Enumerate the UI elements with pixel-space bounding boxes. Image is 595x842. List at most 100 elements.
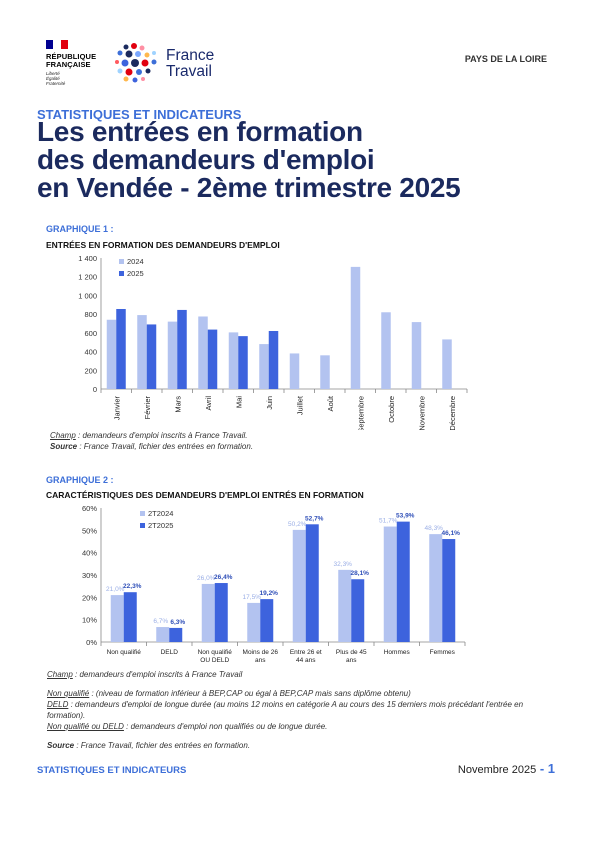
rf-motto-1: Liberté: [46, 71, 60, 76]
chart2-legend-label: 2T2025: [148, 521, 173, 530]
chart2-xtick-label: Hommes: [384, 649, 411, 656]
chart2-bar: [260, 599, 274, 642]
chart2-data-label: 50,2%: [288, 521, 307, 528]
chart2-data-label: 32,3%: [334, 561, 353, 568]
chart2-legend-swatch: [140, 523, 145, 528]
chart2-bar: [201, 583, 215, 642]
republique-francaise-logo: RÉPUBLIQUE FRANÇAISE Liberté Égalité Fra…: [46, 40, 106, 86]
chart2-xtick-label: Plus de 45 ans: [336, 649, 367, 664]
footer-section-label: STATISTIQUES ET INDICATEURS: [37, 765, 187, 776]
brand-line-1: France: [166, 47, 215, 64]
title-line-2: des demandeurs d'emploi: [37, 144, 375, 175]
chart2-bar: [156, 627, 170, 642]
chart2-data-label: 17,5%: [243, 594, 262, 601]
chart2-label: GRAPHIQUE 2 :: [46, 475, 114, 485]
brand-line-2: Travail: [166, 63, 212, 80]
chart1-ytick-label: 1 000: [78, 291, 97, 300]
chart2-title: CARACTÉRISTIQUES DES DEMANDEURS D'EMPLOI…: [46, 490, 364, 500]
chart1-legend-label: 2024: [127, 257, 144, 266]
chart2-champ-note: Champ : demandeurs d'emploi inscrits à F…: [47, 670, 243, 679]
chart2-ytick-label: 40%: [82, 549, 97, 558]
chart2-bar: [429, 534, 443, 642]
chart2-data-label: 48,3%: [425, 525, 444, 532]
chart1-bar: [238, 336, 248, 389]
chart1-xtick-label: Juillet: [295, 395, 304, 415]
footer-date: Novembre 2025: [457, 764, 537, 776]
chart1-bar: [146, 324, 157, 389]
rf-motto-2: Égalité: [46, 76, 60, 81]
chart2-data-label: 6,3%: [170, 619, 185, 626]
chart2-source-note: Source : France Travail, fichier des ent…: [47, 741, 251, 750]
chart2-data-label: 6,7%: [153, 618, 168, 625]
chart1-bar: [177, 309, 187, 389]
france-travail-dots-icon: [115, 43, 157, 83]
chart2-deld-note: DELD : demandeurs d'emploi de longue dur…: [47, 700, 524, 720]
chart1-bar: [228, 332, 239, 389]
chart2-bar: [292, 529, 306, 642]
chart2-legend-swatch: [140, 511, 145, 516]
chart1-bar: [198, 316, 208, 389]
chart1-bar: [167, 321, 178, 389]
chart2-caracteristiques: 0% 10% 20% 30% 40% 50% 60% 21,0%22,3% Non qualif…: [82, 504, 466, 664]
region-label: PAYS DE LA LOIRE: [464, 54, 547, 64]
chart2-data-label: 19,2%: [260, 590, 279, 597]
chart2-bar: [338, 569, 352, 642]
chart2-xtick-label: Non qualifié OU DELD: [198, 649, 233, 664]
chart1-xtick-label: Juin: [265, 396, 274, 410]
chart2-ytick-label: 60%: [82, 504, 97, 513]
title-line-3: en Vendée - 2ème trimestre 2025: [37, 172, 461, 203]
chart2-bar: [305, 524, 319, 642]
chart1-bar: [381, 312, 391, 389]
chart2-data-label: 28,1%: [351, 570, 370, 577]
chart1-ytick-label: 200: [84, 366, 97, 375]
chart2-data-label: 52,7%: [305, 515, 324, 522]
chart1-bar: [411, 322, 422, 389]
chart2-data-label: 53,9%: [396, 513, 415, 520]
chart1-ytick-label: 1 400: [78, 254, 97, 263]
chart2-data-label: 51,7%: [379, 518, 398, 525]
chart2-bar: [110, 595, 124, 642]
chart1-notes: Champ : demandeurs d'emploi inscrits à F…: [50, 430, 510, 452]
chart1-xtick-label: Novembre: [417, 396, 426, 430]
france-travail-wordmark: France Travail: [166, 48, 214, 80]
chart1-xtick-label: Avril: [204, 396, 213, 411]
chart1-bar: [289, 353, 300, 389]
chart1-ytick-label: 400: [84, 348, 97, 357]
chart1-entrees-formation: 0 200 400 600 800 1 000 1 200 1 400 Janvier Févri…: [78, 254, 468, 430]
chart1-xtick-label: Mai: [234, 396, 243, 408]
chart2-bar: [383, 526, 397, 642]
chart1-champ-note: Champ : demandeurs d'emploi inscrits à F…: [50, 431, 248, 440]
chart2-bar: [442, 539, 456, 642]
chart1-label: GRAPHIQUE 1 :: [46, 224, 114, 234]
footer-date-page: Novembre 2025 - 1: [458, 761, 555, 776]
chart2-data-label: 22,3%: [123, 583, 142, 590]
page-header: RÉPUBLIQUE FRANÇAISE Liberté Égalité Fra…: [0, 0, 595, 100]
chart2-xtick-label: DELD: [161, 649, 179, 656]
chart2-bar: [123, 592, 137, 642]
chart1-ytick-label: 800: [84, 310, 97, 319]
chart1-bar: [320, 355, 330, 389]
rf-line-1: RÉPUBLIQUE: [46, 52, 97, 61]
chart1-title: ENTRÉES EN FORMATION DES DEMANDEURS D'EM…: [46, 240, 280, 250]
chart1-xtick-label: Mars: [173, 396, 182, 413]
chart1-xtick-label: Janvier: [112, 396, 121, 421]
rf-line-2: FRANÇAISE: [46, 60, 91, 69]
chart2-bar: [214, 583, 228, 642]
chart2-legend-label: 2T2024: [148, 509, 173, 518]
chart2-bar: [351, 579, 365, 642]
chart2-bar: [169, 627, 183, 642]
chart1-xtick-label: Septembre: [356, 396, 365, 430]
chart1-bar: [137, 315, 147, 389]
section-kicker: STATISTIQUES ET INDICATEURS: [37, 107, 242, 122]
chart1-xtick-label: Août: [326, 395, 335, 411]
page-number: 1: [547, 761, 555, 776]
chart2-data-label: 26,4%: [214, 574, 233, 581]
chart2-bar: [396, 521, 410, 642]
chart2-notes: Champ : demandeurs d'emploi inscrits à F…: [47, 669, 547, 751]
chart1-bar: [116, 308, 126, 389]
chart1-ytick-label: 0: [93, 385, 97, 394]
page-title: Les entrées en formation des demandeurs …: [37, 118, 461, 203]
footer-sep: -: [536, 761, 548, 776]
chart1-legend-swatch: [119, 271, 124, 276]
chart1-legend-swatch: [119, 259, 124, 264]
